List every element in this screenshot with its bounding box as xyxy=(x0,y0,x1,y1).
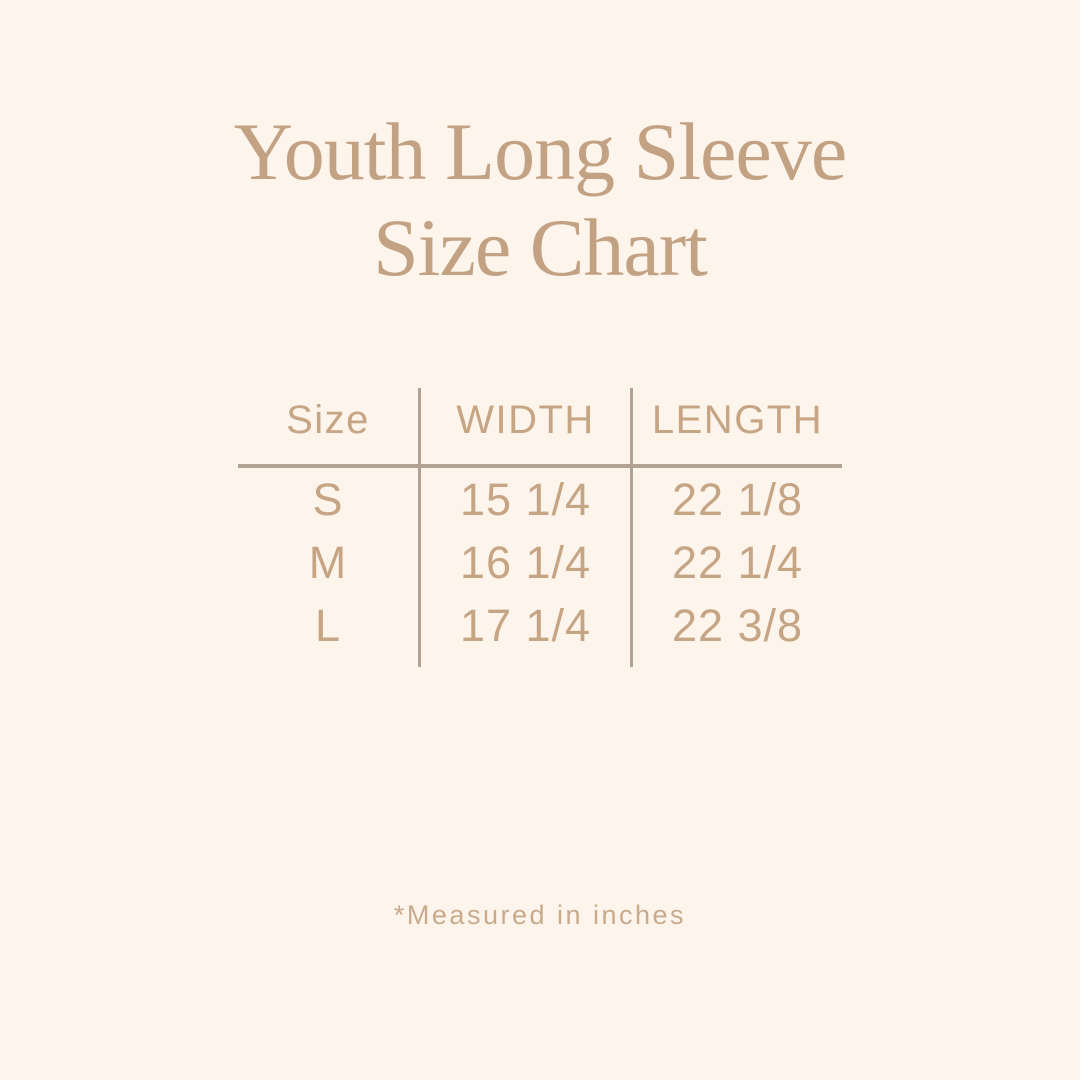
column-header-length: LENGTH xyxy=(633,388,842,468)
title-line-1: Youth Long Sleeve xyxy=(233,106,847,197)
size-table: Size WIDTH LENGTH S 15 1/4 22 1/8 M 16 1… xyxy=(238,388,842,667)
column-header-size: Size xyxy=(238,388,421,468)
table-spacer xyxy=(633,657,842,667)
table-spacer xyxy=(421,657,633,667)
page-title: Youth Long Sleeve Size Chart xyxy=(0,104,1080,296)
row-s-length: 22 1/8 xyxy=(671,473,804,525)
row-l-size: L xyxy=(238,594,421,657)
row-m-size: M xyxy=(238,531,421,594)
row-s-size: S xyxy=(238,468,421,531)
row-l-length: 22 3/8 xyxy=(671,599,804,651)
row-s-width: 15 1/4 xyxy=(421,468,633,531)
footnote: *Measured in inches xyxy=(393,900,687,930)
title-line-2: Size Chart xyxy=(373,202,708,293)
row-l-width: 17 1/4 xyxy=(421,594,633,657)
row-m-width: 16 1/4 xyxy=(421,531,633,594)
column-header-width: WIDTH xyxy=(421,388,633,468)
table-spacer xyxy=(238,657,421,667)
row-m-length: 22 1/4 xyxy=(671,536,804,588)
